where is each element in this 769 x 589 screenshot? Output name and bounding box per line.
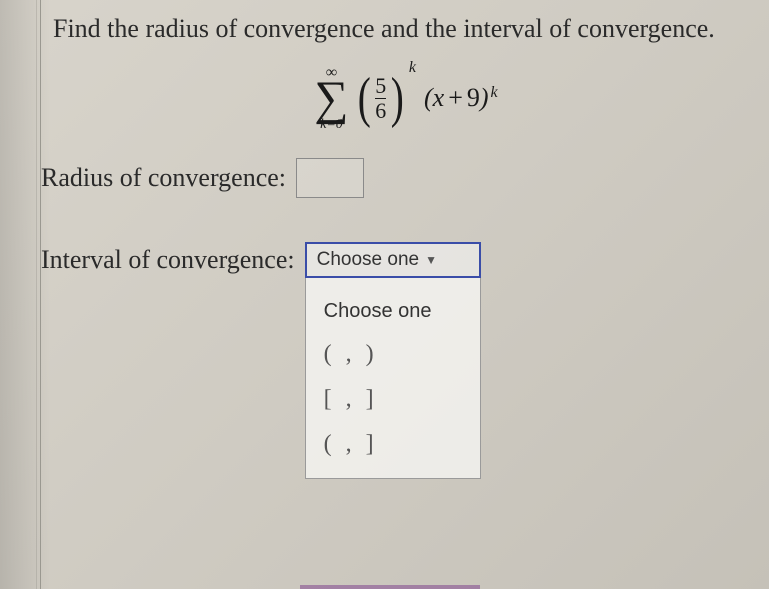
radius-input[interactable] — [296, 158, 364, 198]
dropdown-option[interactable]: ( , ] — [306, 423, 480, 468]
interval-label: Interval of convergence: — [41, 245, 295, 275]
chevron-down-icon: ▼ — [425, 253, 437, 267]
formula-display: ∞ ∑ k=0 ( 5 6 ) k (x+9)k — [53, 64, 759, 132]
question-panel: Find the radius of convergence and the i… — [40, 0, 769, 589]
fraction-numerator: 5 — [375, 75, 386, 98]
binomial-term: (x+9)k — [424, 83, 498, 113]
question-prompt: Find the radius of convergence and the i… — [53, 12, 759, 46]
outer-exponent: k — [409, 59, 416, 77]
dropdown-list: Choose one ( , ) [ , ] ( , ] — [305, 278, 481, 479]
dropdown-option[interactable]: ( , ) — [306, 333, 480, 378]
sum-lower-limit: k=0 — [320, 118, 343, 132]
dropdown-option[interactable]: [ , ] — [306, 378, 480, 423]
dropdown-placeholder[interactable]: Choose one — [306, 292, 480, 333]
fraction-denominator: 6 — [375, 99, 386, 122]
accent-bar — [300, 585, 480, 589]
radius-label: Radius of convergence: — [41, 163, 286, 193]
dropdown-selected: Choose one — [317, 249, 419, 271]
interval-dropdown[interactable]: Choose one ▼ — [305, 242, 481, 278]
summation-symbol: ∞ ∑ k=0 — [314, 65, 348, 132]
radius-row: Radius of convergence: — [41, 158, 759, 198]
interval-row: Interval of convergence: Choose one ▼ Ch… — [41, 242, 759, 278]
fraction-group: ( 5 6 ) — [355, 75, 407, 122]
